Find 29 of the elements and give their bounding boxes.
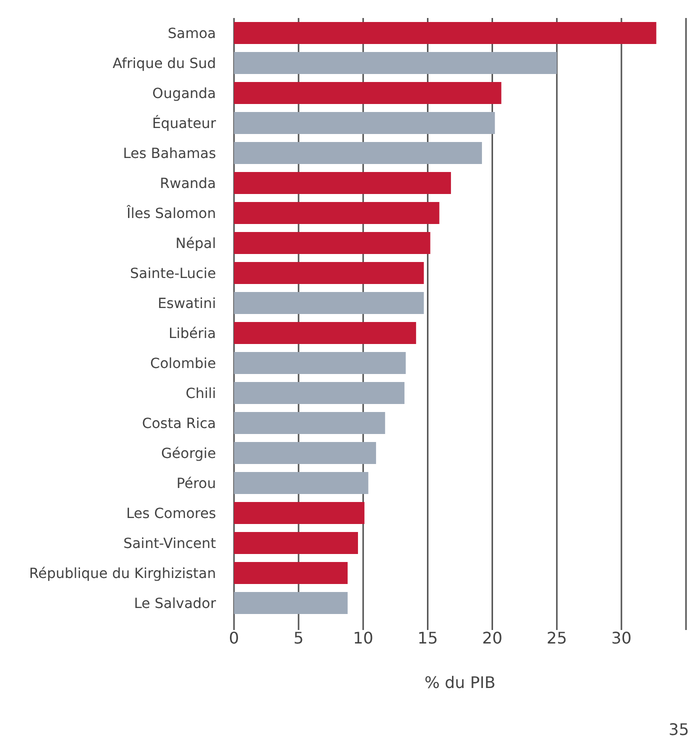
y-tick-label: Eswatini [158,296,216,312]
text: 35 [668,720,689,739]
y-tick-label: République du Kirghizistan [29,566,216,582]
x-tick-label: 10 [352,628,374,648]
y-tick-label: Libéria [168,326,216,342]
x-tick-label: 15 [418,628,438,648]
y-tick-label: Colombie [150,356,216,372]
y-tick-label: Pérou [176,476,216,492]
y-tick-label: Népal [176,236,216,252]
x-tick-label: 20 [482,628,502,648]
y-tick-label: Les Comores [126,506,216,522]
y-tick-label: Îles Salomon [126,204,216,222]
x-tick-label: 25 [546,628,568,648]
y-tick-label: Rwanda [160,176,216,192]
x-tick-label: 5 [293,628,304,648]
x-tick-label: 30 [611,628,632,648]
y-tick-label: Le Salvador [134,596,216,612]
y-tick-label: Costa Rica [142,416,216,432]
y-tick-label: Chili [186,386,216,402]
y-tick-label: Samoa [168,26,216,42]
y-tick-label: Les Bahamas [122,146,216,162]
y-tick-label: Sainte-Lucie [130,266,216,282]
y-tick-label: Géorgie [161,446,216,462]
y-tick-label: Ouganda [152,86,216,102]
y-tick-label: Afrique du Sud [112,56,216,72]
y-tick-label: Saint-Vincent [123,536,217,552]
x-axis-title: % du PIB [424,673,496,692]
x-tick-label: 0 [228,628,240,648]
y-tick-label: Équateur [152,114,216,132]
